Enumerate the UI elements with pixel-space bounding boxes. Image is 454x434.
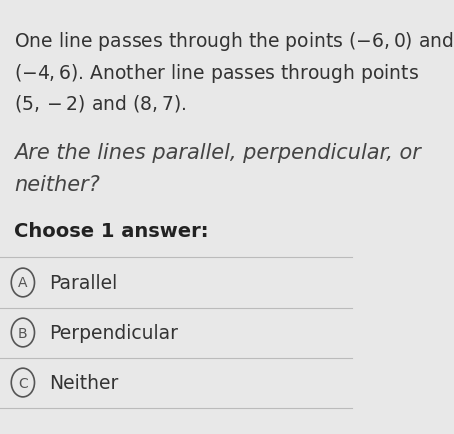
Text: $(5, -2)$ and $(8, 7)$.: $(5, -2)$ and $(8, 7)$.: [14, 93, 187, 114]
Text: Choose 1 answer:: Choose 1 answer:: [14, 221, 208, 240]
Text: One line passes through the points $(-6, 0)$ and: One line passes through the points $(-6,…: [14, 30, 454, 53]
Text: C: C: [18, 376, 28, 390]
Text: neither?: neither?: [14, 174, 100, 194]
Text: Parallel: Parallel: [49, 273, 118, 293]
Text: Are the lines parallel, perpendicular, or: Are the lines parallel, perpendicular, o…: [14, 143, 421, 163]
Text: A: A: [18, 276, 28, 290]
Text: B: B: [18, 326, 28, 340]
Text: $(-4, 6)$. Another line passes through points: $(-4, 6)$. Another line passes through p…: [14, 62, 419, 85]
Text: Perpendicular: Perpendicular: [49, 323, 178, 342]
Text: Neither: Neither: [49, 373, 118, 392]
